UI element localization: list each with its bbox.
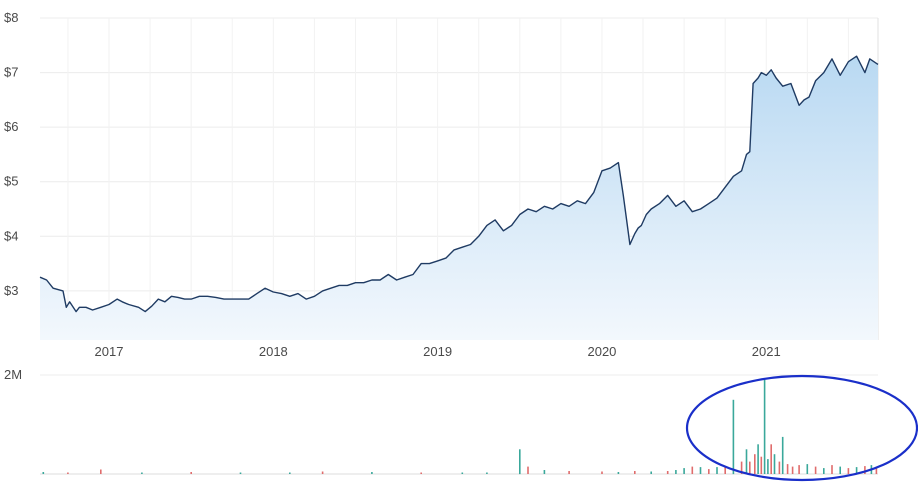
volume-bar — [568, 471, 570, 474]
price-area-fill — [40, 56, 878, 340]
volume-bar — [601, 471, 603, 474]
price-y-tick-label: $8 — [4, 10, 18, 25]
volume-y-tick-label: 2M — [4, 367, 22, 382]
volume-bar — [786, 464, 789, 474]
volume-bar — [732, 399, 735, 475]
volume-bar — [847, 468, 850, 474]
volume-bar — [100, 469, 102, 474]
volume-bar — [634, 471, 636, 474]
volume-bar — [543, 470, 546, 474]
price-y-tick-label: $7 — [4, 65, 18, 80]
price-y-axis: $3 $4 $5 $6 $7 $8 — [4, 10, 18, 298]
volume-bar — [675, 470, 677, 474]
volume-bar — [67, 472, 69, 474]
volume-bar — [420, 472, 422, 474]
volume-bar — [371, 472, 373, 474]
price-y-tick-label: $6 — [4, 119, 18, 134]
volume-grid — [40, 374, 878, 475]
volume-bar — [831, 465, 833, 474]
volume-bar — [763, 379, 766, 474]
volume-bar — [691, 466, 694, 474]
volume-bar — [519, 449, 521, 475]
volume-y-axis: 2M — [4, 367, 22, 382]
volume-bar — [754, 454, 756, 474]
volume-bar — [823, 468, 825, 474]
volume-bar — [190, 472, 192, 474]
price-x-axis: 2017 2018 2019 2020 2021 — [95, 344, 781, 359]
volume-bar — [798, 465, 800, 474]
volume-bar — [740, 461, 743, 474]
volume-bar — [42, 472, 45, 474]
volume-bar — [773, 454, 776, 474]
price-x-tick-label: 2020 — [587, 344, 616, 359]
volume-bar — [770, 444, 772, 474]
volume-bar — [666, 471, 669, 474]
price-y-tick-label: $4 — [4, 228, 18, 243]
price-x-tick-label: 2021 — [752, 344, 781, 359]
volume-bar — [778, 461, 781, 474]
price-x-tick-label: 2018 — [259, 344, 288, 359]
price-line — [39, 55, 879, 313]
volume-bar — [239, 472, 242, 474]
highlight-circle-annotation — [685, 374, 918, 482]
volume-bar — [760, 456, 763, 474]
volume-bar — [791, 466, 794, 474]
volume-bar — [767, 459, 769, 474]
volume-bar — [745, 449, 748, 475]
price-y-tick-label: $5 — [4, 174, 18, 189]
volume-bar — [708, 469, 710, 474]
price-x-tick-label: 2017 — [95, 344, 124, 359]
volume-bar — [806, 464, 809, 474]
volume-bar — [781, 436, 784, 474]
volume-bar — [724, 466, 726, 474]
volume-bar — [617, 472, 620, 474]
volume-bar — [855, 467, 858, 474]
volume-bar — [699, 467, 702, 474]
volume-bar — [875, 468, 878, 474]
volume-bar — [839, 466, 841, 474]
volume-bar — [527, 466, 529, 474]
volume-bar — [289, 472, 291, 474]
volume-bar — [486, 472, 488, 474]
volume-bar — [864, 466, 866, 474]
price-y-tick-label: $3 — [4, 283, 18, 298]
volume-bar — [461, 472, 464, 474]
volume-bar — [141, 472, 143, 474]
volume-bar — [716, 467, 718, 474]
volume-bar — [683, 468, 685, 474]
volume-bar — [814, 466, 817, 474]
volume-bar — [749, 461, 751, 474]
volume-bar — [321, 471, 324, 474]
volume-bar — [757, 444, 759, 474]
volume-bars — [42, 379, 878, 475]
price-x-tick-label: 2019 — [423, 344, 452, 359]
volume-bar — [650, 471, 652, 474]
